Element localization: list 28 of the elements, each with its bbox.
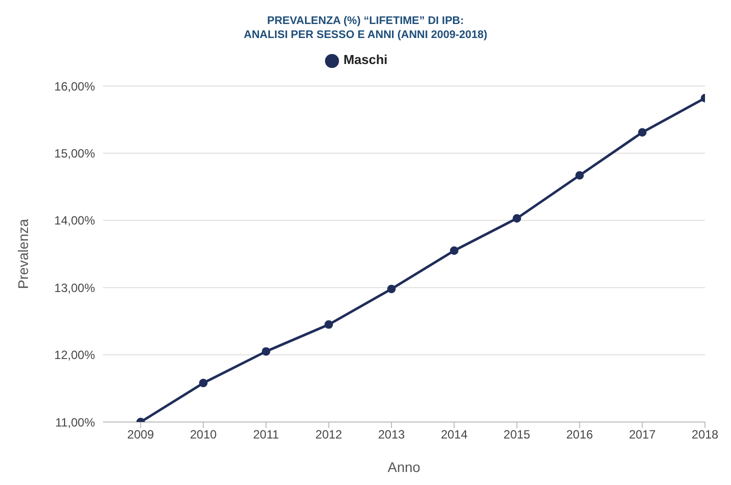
x-tick-label: 2009 [127,428,154,442]
point [575,171,584,180]
y-tick-label: 16,00% [54,79,96,94]
x-tick-label: 2017 [628,428,656,442]
x-tick-label: 2012 [315,428,342,442]
y-tick-label: 15,00% [54,146,96,160]
y-tick-label: 11,00% [55,415,96,430]
x-tick-label: 2018 [692,428,719,442]
x-tick-label: 2015 [504,428,531,442]
y-tick-label: 13,00% [54,280,96,295]
point [387,284,396,294]
x-tick-label: 2010 [190,428,218,442]
x-tick-label: 2013 [378,428,406,442]
point [262,347,270,356]
x-axis-title: Anno [388,459,421,475]
legend-label: Maschi [343,52,388,67]
point [450,246,458,255]
y-tick-label: 14,00% [54,214,96,228]
x-tick-label: 2014 [440,428,468,442]
y-tick-label: 12,00% [54,348,96,362]
point [512,214,522,223]
x-tick-label: 2011 [253,428,280,442]
point [324,320,333,329]
point [638,128,647,137]
chart-title: PREVALENZA (%) “LIFETIME” DI IPB: ANALISI PER SESSO E ANNI (ANNI 2009-2018) [242,14,488,43]
point [199,378,208,388]
x-tick-label: 2016 [566,428,594,442]
y-axis-title: Prevalenza [14,218,31,290]
